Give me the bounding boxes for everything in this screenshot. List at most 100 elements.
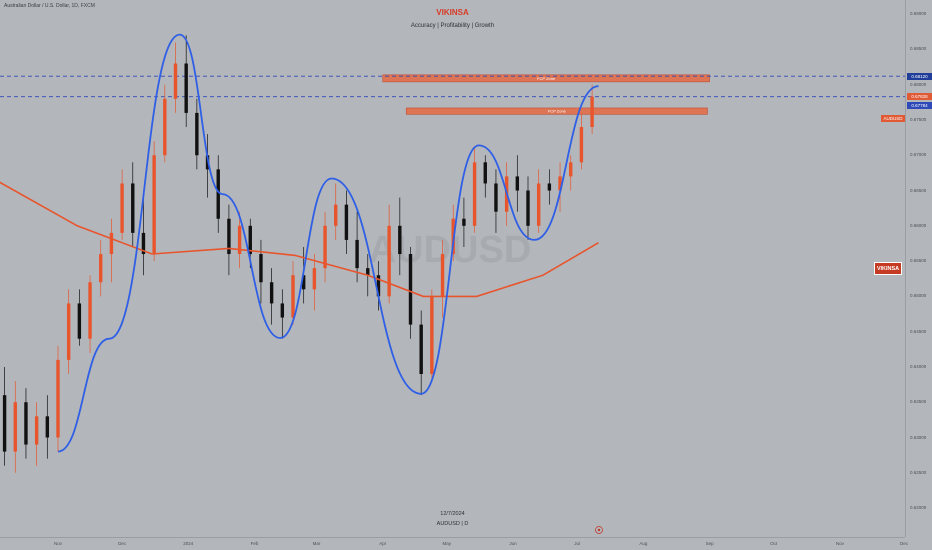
candle-26: [269, 268, 274, 325]
candle-34: [355, 211, 359, 283]
brand-title: VIKINSA: [436, 8, 469, 17]
candle-23: [237, 211, 242, 269]
candle-45: [472, 148, 477, 233]
fcp-zone-0: [382, 74, 710, 83]
time-tick-6: May: [442, 541, 452, 546]
price-tag-0: 0.68120: [907, 72, 932, 80]
time-tick-7: Jun: [509, 541, 517, 546]
time-tick-11: Oct: [770, 541, 778, 546]
candle-1: [2, 366, 7, 466]
candle-25: [259, 239, 263, 304]
footer-symbol: AUDUSD | D: [436, 521, 469, 527]
candle-5: [45, 395, 50, 459]
candle-8: [77, 289, 82, 346]
price-tick-8: 0.65000: [910, 293, 927, 299]
fcp-zone-label-0: FCP Zone: [537, 76, 556, 81]
time-tick-0: Nov: [53, 541, 62, 546]
symbol-title: Australian Dollar / U.S. Dollar, 1D, FXC…: [4, 3, 95, 9]
zones-layer: FCP Zone FCP Zone: [382, 74, 710, 115]
price-tick-4: 0.67000: [910, 152, 927, 158]
replay-icon[interactable]: [595, 526, 603, 534]
candle-16: [163, 84, 167, 163]
price-tick-9: 0.64500: [910, 328, 927, 334]
candle-46: [483, 155, 487, 198]
candle-28: [291, 261, 295, 325]
fcp-zone-1: [405, 107, 708, 115]
candle-18: [184, 35, 188, 128]
time-tick-10: Sep: [705, 541, 714, 546]
candle-9: [88, 275, 92, 353]
candle-13: [131, 162, 135, 247]
price-tick-13: 0.62500: [910, 469, 927, 475]
candle-40: [419, 310, 423, 396]
candle-38: [398, 197, 402, 276]
candle-36: [376, 261, 381, 311]
brand-badge: VIKINSA: [874, 262, 902, 275]
candle-10: [99, 239, 103, 297]
price-tick-2: 0.68000: [910, 81, 927, 87]
candle-52: [547, 169, 552, 205]
symbol-price-tag: AUDUSD: [881, 115, 905, 122]
price-tick-10: 0.64000: [910, 363, 927, 369]
candles-layer: [2, 35, 594, 473]
candle-12: [120, 169, 124, 240]
price-tick-6: 0.66000: [910, 222, 927, 228]
price-tick-7: 0.65500: [910, 258, 927, 264]
candle-11: [109, 218, 114, 283]
price-tick-1: 0.68500: [910, 46, 927, 52]
candle-37: [387, 204, 391, 304]
time-tick-9: Aug: [639, 541, 648, 546]
candle-42: [440, 239, 445, 318]
candle-15: [152, 141, 156, 262]
price-chart[interactable]: AUDUSD FCP Zone FCP Zone Australian Dolla…: [0, 0, 905, 537]
candle-19: [195, 98, 199, 170]
candle-51: [536, 169, 541, 233]
time-tick-2: 2024: [183, 541, 194, 546]
price-tag-2: 0.67784: [907, 102, 932, 110]
candle-49: [515, 155, 520, 212]
price-tag-1: 0.67828: [907, 93, 932, 101]
time-tick-12: Nov: [835, 541, 844, 546]
candle-14: [141, 197, 146, 276]
price-axis[interactable]: 0.69000 0.68500 0.68000 0.67500 0.67000 0.665…: [905, 0, 932, 537]
price-tick-3: 0.67500: [910, 116, 927, 122]
candle-32: [334, 183, 338, 240]
moving-average-layer: [0, 181, 599, 298]
candle-17: [173, 42, 178, 113]
candle-22: [227, 204, 231, 276]
time-tick-4: Mar: [312, 541, 321, 546]
candle-3: [24, 388, 28, 459]
candle-53: [558, 162, 562, 212]
candle-27: [280, 289, 285, 339]
candle-54: [569, 155, 573, 191]
time-tick-1: Dec: [118, 541, 127, 546]
candle-31: [323, 211, 327, 283]
time-tick-3: Feb: [250, 541, 259, 546]
candle-55: [579, 112, 584, 170]
price-tick-12: 0.63000: [910, 434, 927, 440]
candle-41: [430, 289, 434, 382]
candle-50: [526, 176, 530, 240]
moving-average-line: [0, 181, 599, 298]
plot-area[interactable]: AUDUSD FCP Zone FCP Zone: [0, 0, 905, 537]
candle-7: [66, 289, 71, 374]
candle-39: [408, 246, 413, 339]
candle-33: [344, 190, 349, 255]
candle-21: [216, 155, 220, 233]
subtitle: Accuracy | Profitability | Growth: [410, 23, 495, 29]
price-tick-0: 0.69000: [910, 11, 927, 17]
candle-56: [590, 84, 594, 135]
price-tick-14: 0.62000: [910, 505, 927, 511]
time-tick-13: Dec: [899, 541, 908, 546]
candle-2: [13, 381, 17, 473]
time-axis[interactable]: Nov Dec 2024 Feb Mar Apr May Jun Jul Aug Sep Oct Nov…: [0, 537, 908, 550]
time-tick-8: Jul: [574, 541, 580, 546]
fcp-zone-label-1: FCP Zone: [548, 109, 567, 114]
zigzag-layer: [57, 33, 599, 453]
footer-date: 12/7/2024: [440, 511, 465, 517]
time-tick-5: Apr: [379, 541, 387, 546]
candle-30: [312, 254, 317, 311]
price-tick-5: 0.66500: [910, 187, 927, 193]
candle-6: [56, 345, 60, 452]
candle-47: [494, 169, 498, 233]
